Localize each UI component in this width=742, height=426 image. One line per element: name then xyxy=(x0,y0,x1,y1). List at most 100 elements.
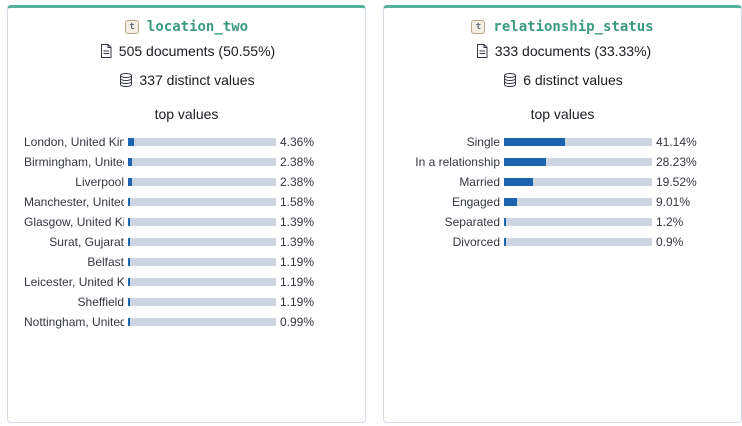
top-value-label: Liverpool xyxy=(75,175,124,189)
top-value-label: Leicester, United Kingdom xyxy=(24,275,124,289)
top-value-percent: 9.01% xyxy=(656,195,691,209)
top-value-row[interactable]: Liverpool 2.38% xyxy=(8,172,365,192)
top-value-bar-track xyxy=(504,198,652,206)
database-icon xyxy=(120,73,133,88)
top-value-row[interactable]: Divorced 0.9% xyxy=(384,232,741,252)
top-value-label: Belfast xyxy=(87,255,124,269)
top-value-bar-track xyxy=(128,218,276,226)
top-value-label: Married xyxy=(459,175,500,189)
top-value-row[interactable]: Surat, Gujarat 1.39% xyxy=(8,232,365,252)
top-value-percent: 1.2% xyxy=(656,215,684,229)
top-value-bar-track xyxy=(128,278,276,286)
top-value-bar-fill xyxy=(128,198,130,206)
top-value-label: Engaged xyxy=(451,195,500,209)
field-header: t location_two xyxy=(8,17,365,37)
top-value-label: In a relationship xyxy=(415,155,500,169)
documents-stat: 505 documents (50.55%) xyxy=(8,41,365,61)
top-value-bar-track xyxy=(504,178,652,186)
top-value-bar-fill xyxy=(128,178,132,186)
top-value-percent: 0.99% xyxy=(280,315,315,329)
top-value-percent: 2.38% xyxy=(280,175,315,189)
top-value-row[interactable]: In a relationship 28.23% xyxy=(384,152,741,172)
top-value-label: Glasgow, United Kingdom xyxy=(24,215,124,229)
top-value-bar-fill xyxy=(128,278,130,286)
field-header: t relationship_status xyxy=(384,17,741,37)
top-value-bar-fill xyxy=(128,218,130,226)
top-value-percent: 0.9% xyxy=(656,235,684,249)
top-value-percent: 28.23% xyxy=(656,155,697,169)
top-values-list: London, United Kingdom 4.36% Birmingham, U… xyxy=(8,132,365,332)
top-value-row[interactable]: Glasgow, United Kingdom 1.39% xyxy=(8,212,365,232)
top-value-row[interactable]: Sheffield 1.19% xyxy=(8,292,365,312)
top-values-title: top values xyxy=(530,106,595,122)
string-type-icon: t xyxy=(124,20,139,34)
top-value-row[interactable]: London, United Kingdom 4.36% xyxy=(8,132,365,152)
top-value-percent: 1.58% xyxy=(280,195,315,209)
distinct-count: 6 distinct values xyxy=(523,72,623,88)
top-value-bar-track xyxy=(504,218,652,226)
top-value-label: Birmingham, United Kingdom xyxy=(24,155,124,169)
field-card-relationship-status: t relationship_status 333 documents (33.… xyxy=(383,5,742,423)
top-value-bar-fill xyxy=(504,158,546,166)
distinct-stat: 6 distinct values xyxy=(384,70,741,90)
top-value-bar-track xyxy=(504,138,652,146)
top-values-title: top values xyxy=(154,106,219,122)
top-values-list: Single 41.14% In a relationship 28.23% Marri… xyxy=(384,132,741,252)
top-value-bar-fill xyxy=(504,138,565,146)
top-value-label: London, United Kingdom xyxy=(24,135,124,149)
field-name: relationship_status xyxy=(493,19,654,35)
top-value-bar-fill xyxy=(128,258,130,266)
database-icon xyxy=(504,73,517,88)
top-value-bar-track xyxy=(504,158,652,166)
top-value-percent: 1.19% xyxy=(280,275,315,289)
top-value-bar-fill xyxy=(504,198,517,206)
top-value-row[interactable]: Birmingham, United Kingdom 2.38% xyxy=(8,152,365,172)
top-value-bar-track xyxy=(128,238,276,246)
document-icon xyxy=(476,44,488,58)
top-value-row[interactable]: Single 41.14% xyxy=(384,132,741,152)
top-value-bar-fill xyxy=(504,238,506,246)
top-value-percent: 1.19% xyxy=(280,255,315,269)
field-card-location-two: t location_two 505 documents (50.55%) 33… xyxy=(7,5,366,423)
top-value-bar-fill xyxy=(128,238,130,246)
top-value-row[interactable]: Belfast 1.19% xyxy=(8,252,365,272)
top-value-bar-track xyxy=(128,138,276,146)
document-icon xyxy=(100,44,112,58)
string-type-icon: t xyxy=(471,20,486,34)
top-value-bar-fill xyxy=(128,138,134,146)
documents-stat: 333 documents (33.33%) xyxy=(384,41,741,61)
top-value-label: Separated xyxy=(444,215,500,229)
top-value-bar-track xyxy=(128,158,276,166)
distinct-stat: 337 distinct values xyxy=(8,70,365,90)
top-value-bar-track xyxy=(128,258,276,266)
top-value-bar-fill xyxy=(128,318,130,326)
top-value-row[interactable]: Engaged 9.01% xyxy=(384,192,741,212)
documents-count: 333 documents (33.33%) xyxy=(494,43,652,59)
field-name: location_two xyxy=(146,19,249,35)
top-value-label: Sheffield xyxy=(77,295,124,309)
top-value-percent: 19.52% xyxy=(656,175,697,189)
top-value-percent: 2.38% xyxy=(280,155,315,169)
top-value-row[interactable]: Manchester, United Kingdom 1.58% xyxy=(8,192,365,212)
top-value-label: Manchester, United Kingdom xyxy=(24,195,124,209)
top-value-percent: 4.36% xyxy=(280,135,315,149)
top-value-label: Nottingham, United Kingdom xyxy=(24,315,124,329)
top-value-bar-track xyxy=(504,238,652,246)
top-value-bar-track xyxy=(128,298,276,306)
top-value-percent: 1.39% xyxy=(280,215,315,229)
top-value-percent: 1.39% xyxy=(280,235,315,249)
top-value-row[interactable]: Married 19.52% xyxy=(384,172,741,192)
distinct-count: 337 distinct values xyxy=(139,72,255,88)
top-value-row[interactable]: Separated 1.2% xyxy=(384,212,741,232)
top-value-bar-fill xyxy=(504,218,506,226)
top-value-row[interactable]: Nottingham, United Kingdom 0.99% xyxy=(8,312,365,332)
top-value-row[interactable]: Leicester, United Kingdom 1.19% xyxy=(8,272,365,292)
top-value-bar-fill xyxy=(128,298,130,306)
top-value-percent: 41.14% xyxy=(656,135,697,149)
top-value-bar-fill xyxy=(504,178,533,186)
top-value-label: Divorced xyxy=(452,235,500,249)
top-value-bar-track xyxy=(128,198,276,206)
documents-count: 505 documents (50.55%) xyxy=(118,43,276,59)
top-value-label: Surat, Gujarat xyxy=(49,235,124,249)
top-value-bar-fill xyxy=(128,158,132,166)
